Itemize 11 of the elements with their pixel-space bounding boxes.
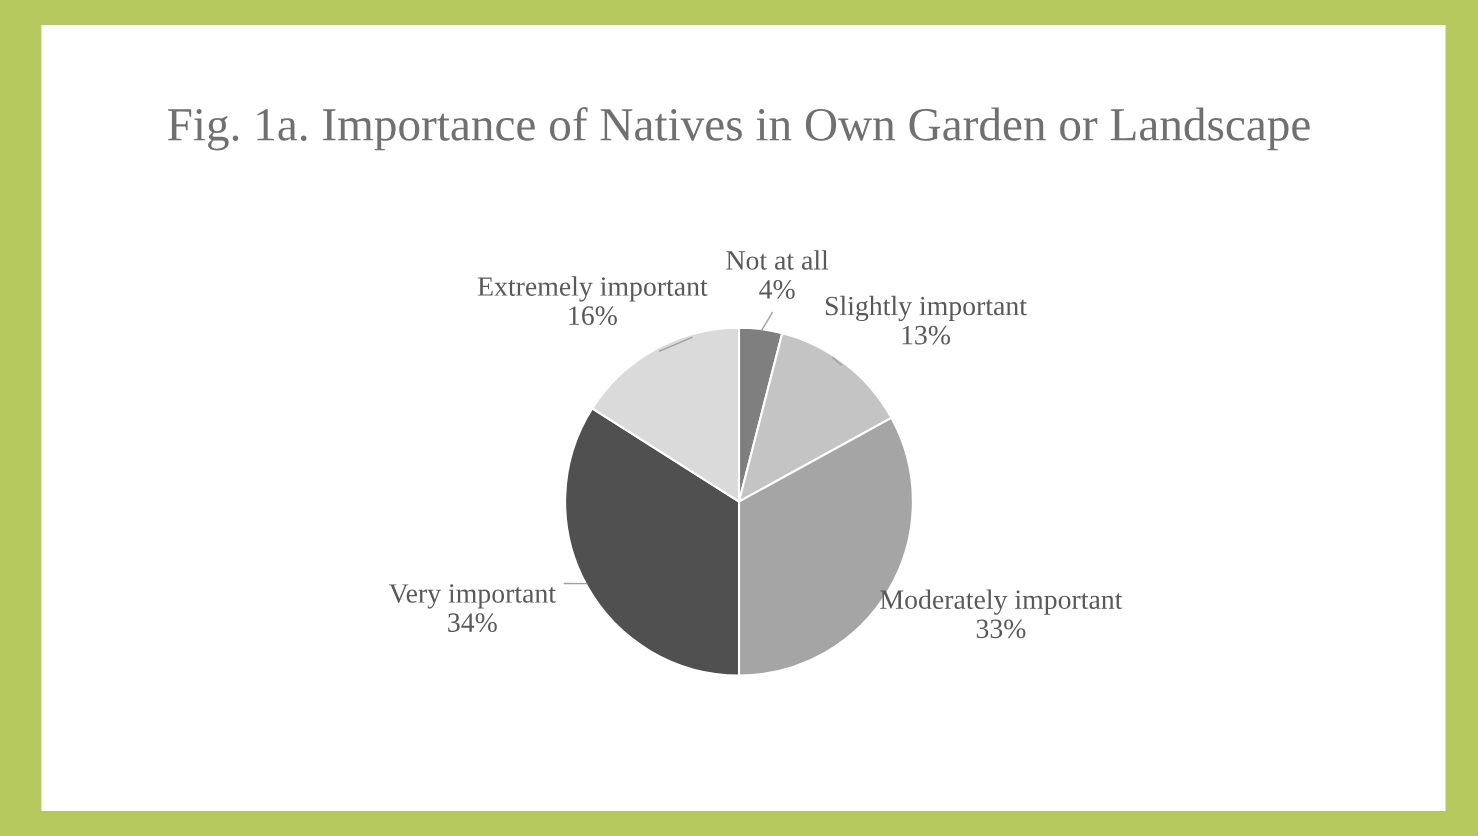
slice-label: Not at all [726,250,829,270]
data-label: 4% [759,280,795,299]
slice-label: Very important [388,584,556,609]
chart-title: Fig. 1a. Importance of Natives in Own Garden or Landscape [167,107,1310,151]
slice-label: Slightly important [825,295,1027,322]
slice-label: Moderately important [880,589,1123,615]
data-label: 13% [902,325,951,345]
slice-label: Extremely important [477,276,708,302]
data-label: 34% [448,613,497,633]
data-label: 33% [976,619,1026,639]
data-label: 16% [569,306,617,326]
